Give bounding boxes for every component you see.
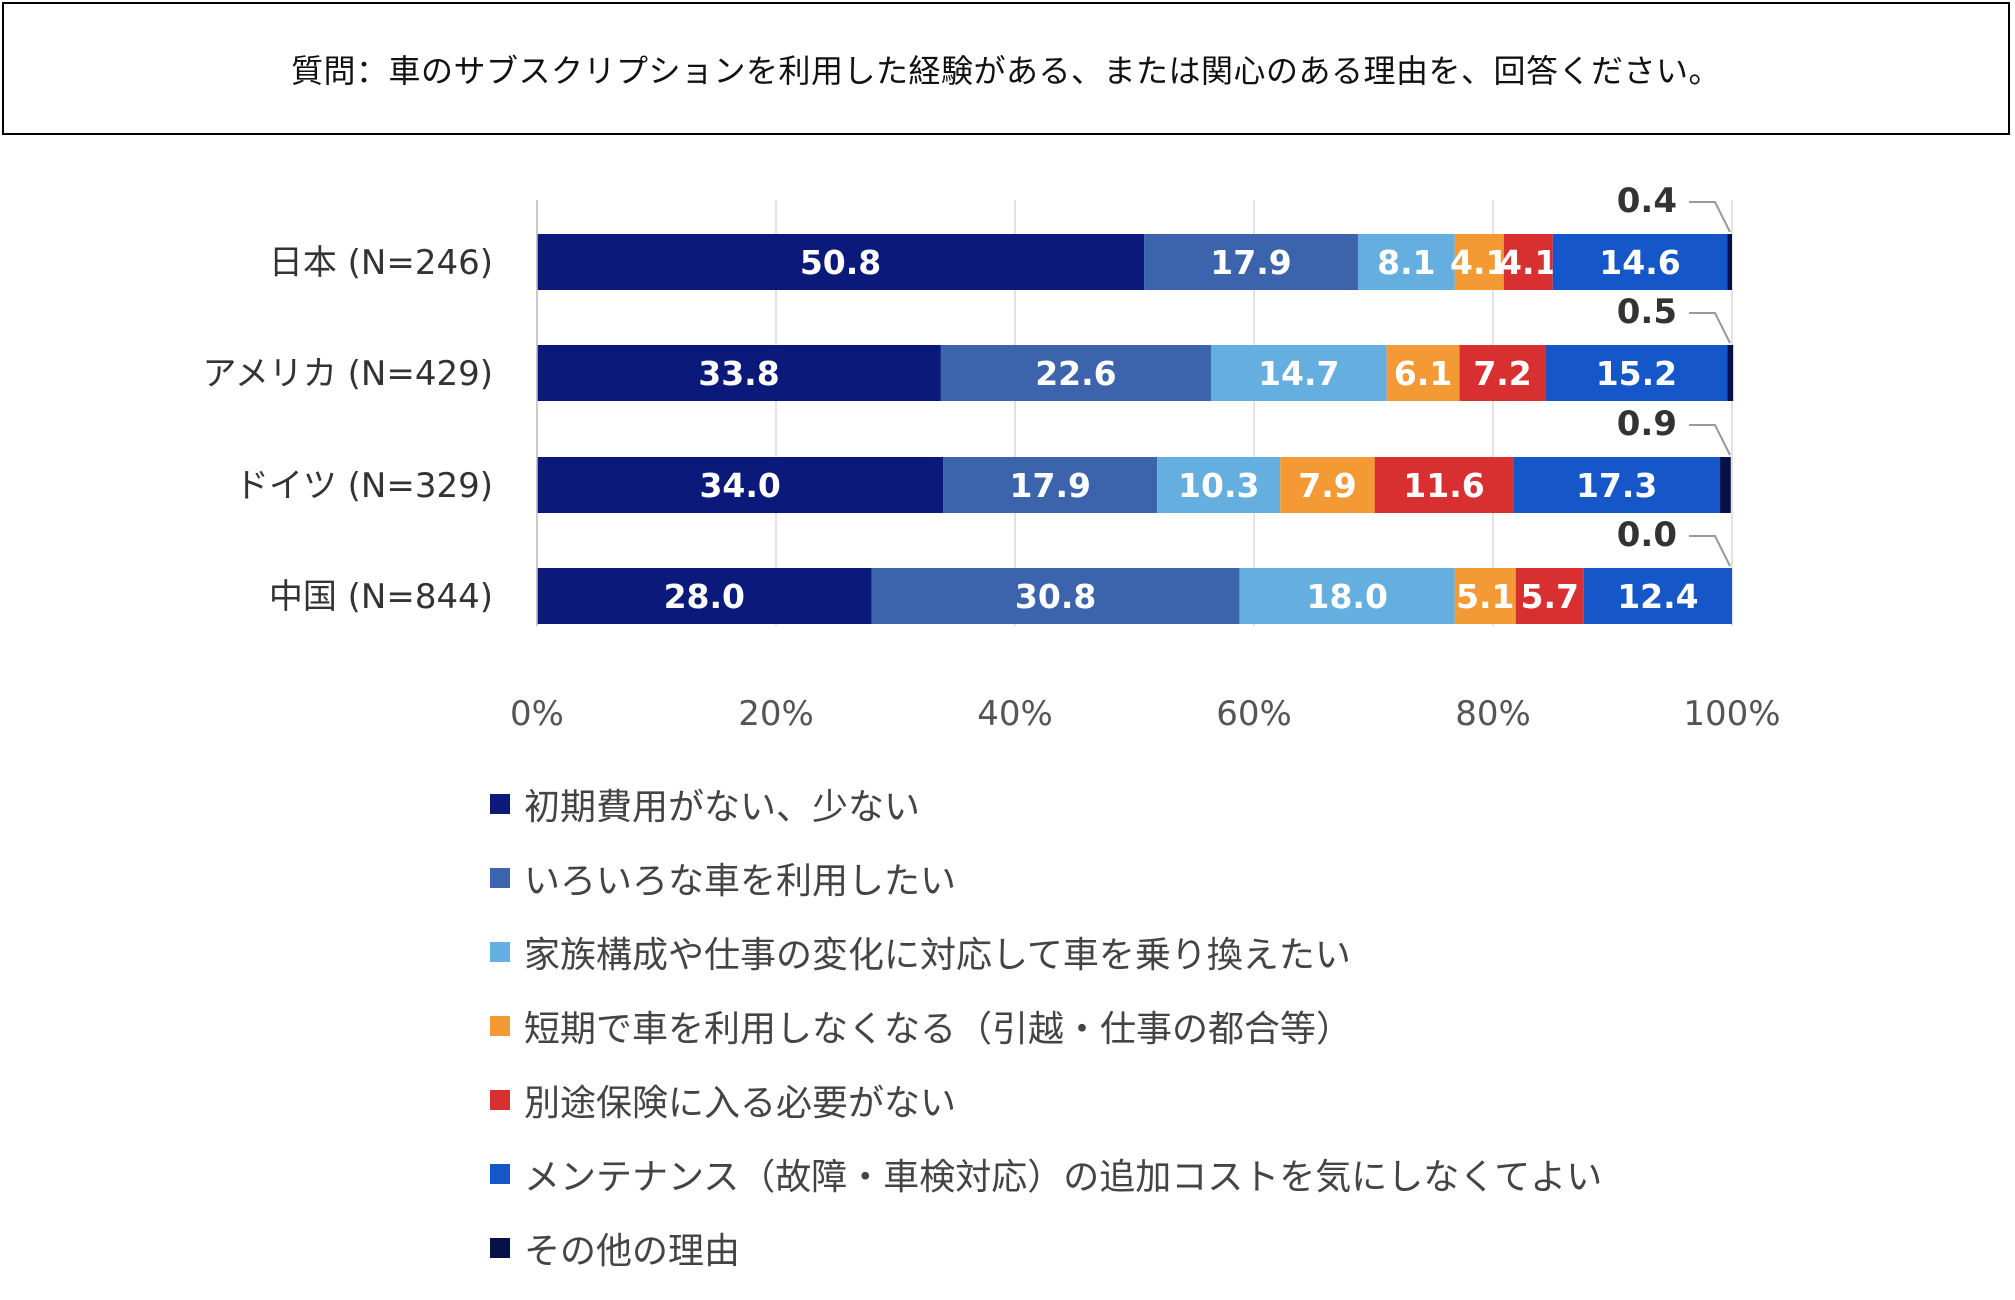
x-tick-label: 0% <box>510 694 564 734</box>
bar-segment <box>537 345 941 401</box>
data-label: 5.1 <box>1456 577 1514 616</box>
legend-swatch <box>490 942 510 962</box>
callout-line <box>1689 201 1731 233</box>
x-tick-label: 20% <box>738 694 814 734</box>
data-label: 10.3 <box>1178 466 1259 505</box>
data-label-callout: 0.4 <box>1617 181 1677 221</box>
bar-segment <box>1210 345 1387 401</box>
category-label: 中国 (N=844) <box>269 577 493 617</box>
data-label: 4.1 <box>1450 243 1508 282</box>
bar-segment <box>1144 234 1358 290</box>
bar-segment <box>1459 345 1546 401</box>
bar-segment <box>537 568 872 624</box>
data-label: 14.6 <box>1599 243 1680 282</box>
callout-line <box>1689 535 1731 567</box>
data-label: 33.8 <box>698 354 779 393</box>
data-label-callout: 0.9 <box>1617 404 1677 444</box>
legend-swatch <box>490 1238 510 1258</box>
legend-label: 初期費用がない、少ない <box>524 787 921 828</box>
bar-segment <box>1515 568 1584 624</box>
bar-segment <box>1386 345 1460 401</box>
data-label: 30.8 <box>1015 577 1096 616</box>
bar-segment <box>1545 345 1728 401</box>
data-label: 22.6 <box>1035 354 1116 393</box>
bar-segment <box>1280 457 1375 513</box>
x-tick-label: 60% <box>1216 694 1292 734</box>
bar-segment <box>1374 457 1514 513</box>
legend-label: 別途保険に入る必要がない <box>524 1083 957 1124</box>
x-tick-label: 100% <box>1683 694 1780 734</box>
data-label: 18.0 <box>1306 577 1387 616</box>
data-label-callout: 0.0 <box>1617 515 1677 555</box>
data-label: 11.6 <box>1403 466 1484 505</box>
category-label: アメリカ (N=429) <box>203 354 493 394</box>
bar-segment <box>940 345 1211 401</box>
legend-swatch <box>490 1090 510 1110</box>
chart-legend: 初期費用がない、少ない いろいろな車を利用したい家族構成や仕事の変化に対応して車を… <box>490 767 1602 1285</box>
data-label: 17.3 <box>1576 466 1657 505</box>
question-text: 質問：車のサブスクリプションを利用した経験がある、または関心のある理由を、回答く… <box>290 51 1721 90</box>
bar-segment <box>1503 234 1553 290</box>
legend-item: いろいろな車を利用したい <box>490 841 1602 915</box>
data-label: 17.9 <box>1010 466 1091 505</box>
bar-segment <box>1454 568 1516 624</box>
legend-item: その他の理由 <box>490 1211 1602 1285</box>
bar-segment <box>1513 457 1721 513</box>
legend-label: いろいろな車を利用したい <box>524 861 957 902</box>
bar-segment <box>537 234 1145 290</box>
data-label: 7.9 <box>1298 466 1356 505</box>
legend-item: 初期費用がない、少ない <box>490 767 1602 841</box>
callout-line <box>1689 312 1731 344</box>
data-label: 7.2 <box>1473 354 1531 393</box>
data-label: 28.0 <box>664 577 745 616</box>
data-label: 12.4 <box>1617 577 1698 616</box>
data-label: 4.1 <box>1499 243 1557 282</box>
legend-item: 別途保険に入る必要がない <box>490 1063 1602 1137</box>
legend-item: 家族構成や仕事の変化に対応して車を乗り換えたい <box>490 915 1602 989</box>
category-label: ドイツ (N=329) <box>235 466 493 506</box>
legend-item: 短期で車を利用しなくなる（引越・仕事の都合等） <box>490 989 1602 1063</box>
legend-swatch <box>490 794 510 814</box>
legend-label: メンテナンス（故障・車検対応）の追加コストを気にしなくてよい <box>524 1157 1603 1198</box>
bar-segment <box>871 568 1240 624</box>
legend-swatch <box>490 1164 510 1184</box>
bar-segment <box>1239 568 1455 624</box>
x-tick-label: 80% <box>1455 694 1531 734</box>
bar-segment <box>1552 234 1728 290</box>
data-label: 6.1 <box>1394 354 1452 393</box>
data-label: 34.0 <box>699 466 780 505</box>
bar-segment <box>537 457 944 513</box>
legend-label: 短期で車を利用しなくなる（引越・仕事の都合等） <box>524 1009 1353 1050</box>
category-label: 日本 (N=246) <box>269 243 493 283</box>
legend-swatch <box>490 868 510 888</box>
legend-label: その他の理由 <box>524 1231 741 1272</box>
bar-segment <box>1454 234 1504 290</box>
bar-segment <box>943 457 1158 513</box>
legend-label: 家族構成や仕事の変化に対応して車を乗り換えたい <box>524 935 1351 976</box>
data-label: 14.7 <box>1258 354 1339 393</box>
bar-segment <box>1157 457 1281 513</box>
bar-segment <box>1583 568 1732 624</box>
data-label: 50.8 <box>800 243 881 282</box>
data-label: 17.9 <box>1210 243 1291 282</box>
bar-segment <box>1357 234 1455 290</box>
callout-line <box>1689 424 1731 456</box>
legend-item: メンテナンス（故障・車検対応）の追加コストを気にしなくてよい <box>490 1137 1602 1211</box>
question-box: 質問：車のサブスクリプションを利用した経験がある、または関心のある理由を、回答く… <box>2 2 2010 135</box>
bar-segment <box>1727 345 1734 401</box>
data-label: 15.2 <box>1596 354 1677 393</box>
data-label: 5.7 <box>1521 577 1579 616</box>
data-label-callout: 0.5 <box>1617 292 1677 332</box>
legend-swatch <box>490 1016 510 1036</box>
x-tick-label: 40% <box>977 694 1053 734</box>
data-label: 8.1 <box>1377 243 1435 282</box>
bar-segment <box>1720 457 1731 513</box>
bar-segment <box>1727 234 1732 290</box>
